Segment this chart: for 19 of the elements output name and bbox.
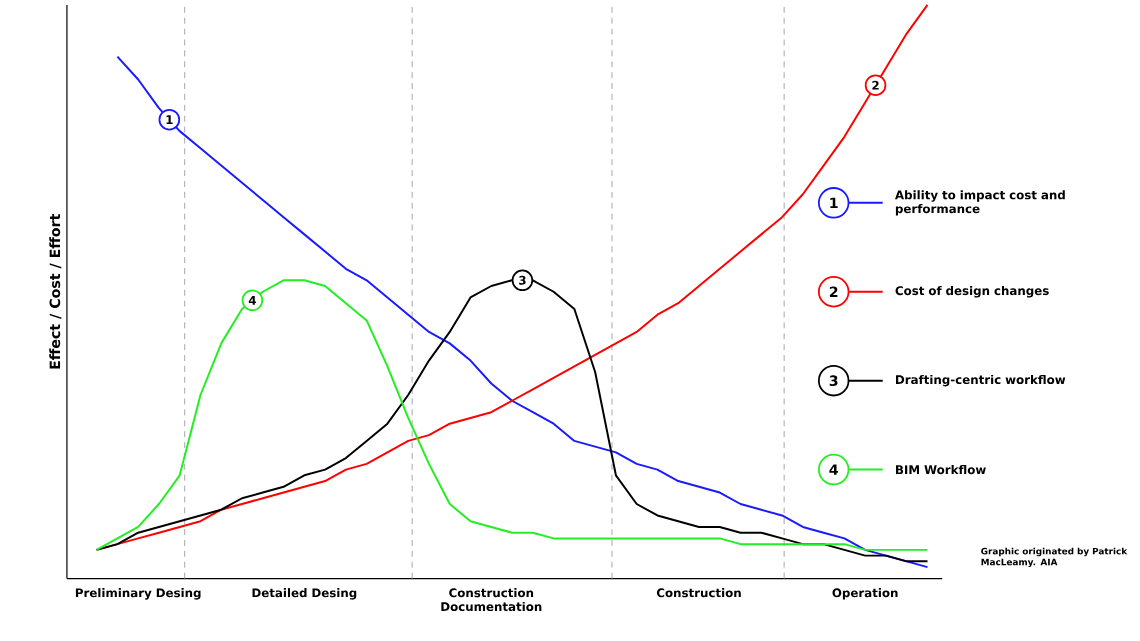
x-tick-label: Operation bbox=[832, 588, 898, 600]
annotation: 4 bbox=[248, 296, 256, 305]
text: 4 bbox=[829, 464, 838, 475]
text: 1 bbox=[830, 197, 838, 209]
x-tick-label: Preliminary Desing bbox=[75, 588, 201, 600]
text: 3 bbox=[829, 375, 838, 387]
x-tick-label: Construction Documentation bbox=[441, 588, 542, 612]
y-axis-title: Effect / Cost / Effort bbox=[49, 214, 62, 369]
text: 2 bbox=[829, 286, 838, 298]
annotation: 1 bbox=[166, 115, 173, 125]
x-tick-label: Construction bbox=[656, 588, 741, 598]
legend-label: Cost of design changes bbox=[895, 286, 1049, 298]
legend-label: Ability to impact cost and performance bbox=[895, 190, 1065, 216]
text: Graphic originated by Patrick MacLeamy. AIA bbox=[981, 547, 1128, 568]
legend-label: BIM Workflow bbox=[896, 465, 986, 475]
annotation: 2 bbox=[872, 80, 879, 90]
x-tick-label: Detailed Desing bbox=[252, 588, 357, 600]
legend-label: Drafting-centric workflow bbox=[896, 374, 1066, 387]
annotation: 3 bbox=[519, 275, 526, 285]
